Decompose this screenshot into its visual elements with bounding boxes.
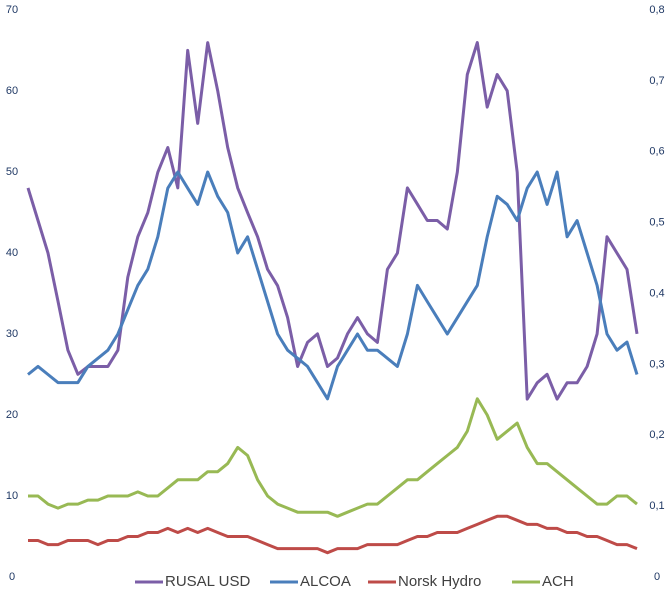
y-tick-label: 10: [6, 490, 18, 502]
y2-tick-label: 0,3: [649, 358, 664, 370]
y2-tick-label: 0,2: [649, 429, 664, 441]
y-tick-label: 60: [6, 85, 18, 97]
series-line: [26, 41, 639, 401]
legend-label: ALCOA: [300, 573, 351, 590]
legend-label: RUSAL USD: [165, 573, 250, 590]
y-tick-label: 0: [9, 571, 15, 583]
y2-tick-label: 0,5: [649, 217, 664, 229]
y-tick-label: 20: [6, 409, 18, 421]
legend-label: Norsk Hydro: [398, 573, 481, 590]
y-tick-label: 30: [6, 328, 18, 340]
y2-tick-label: 0: [654, 571, 660, 583]
series-line: [28, 397, 638, 518]
series-line: [28, 514, 638, 555]
legend-label: ACH: [542, 573, 574, 590]
y2-tick-label: 0,4: [649, 287, 664, 299]
y-tick-label: 50: [6, 166, 18, 178]
y-tick-label: 70: [6, 4, 18, 16]
y2-tick-label: 0,6: [649, 146, 664, 158]
y-tick-label: 40: [6, 247, 18, 259]
y2-tick-label: 0,8: [649, 4, 664, 16]
y2-tick-label: 0,1: [649, 500, 664, 512]
y2-tick-label: 0,7: [649, 75, 664, 87]
series-line: [27, 170, 639, 401]
